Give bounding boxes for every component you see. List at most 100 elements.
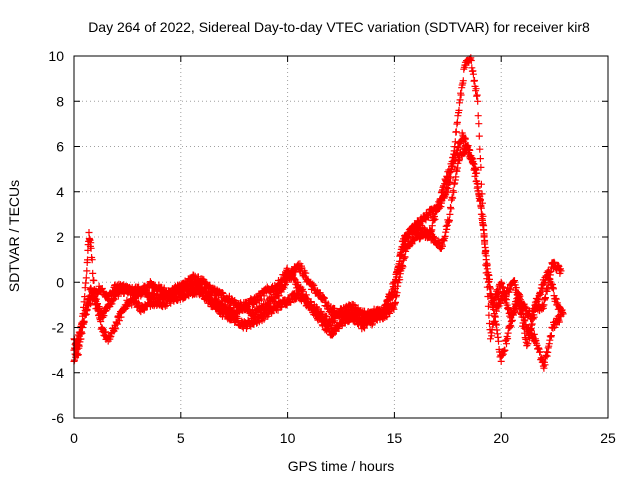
data-point — [444, 173, 452, 180]
data-point — [452, 173, 460, 181]
data-point — [515, 301, 523, 309]
data-point — [80, 318, 88, 326]
data-point — [320, 294, 328, 302]
data-point — [503, 340, 510, 348]
y-tick-label: 0 — [56, 274, 64, 290]
data-point — [317, 308, 325, 315]
data-point — [469, 160, 477, 168]
data-point — [302, 269, 310, 277]
data-point — [443, 188, 451, 196]
data-point — [471, 77, 478, 84]
data-point — [457, 91, 465, 99]
data-point — [472, 169, 480, 177]
data-point — [495, 337, 502, 345]
data-point — [85, 229, 93, 236]
data-point — [447, 168, 454, 176]
tick-labels: 0 5 10 15 20 25 -6 -4 -2 0 2 4 6 8 10 — [48, 48, 616, 446]
data-point — [524, 340, 532, 348]
x-tick-label: 20 — [493, 430, 509, 446]
data-point — [531, 338, 539, 346]
data-point — [75, 336, 83, 343]
data-point — [346, 308, 353, 316]
data-point — [455, 106, 463, 114]
data-point — [518, 313, 526, 321]
data-point — [112, 325, 120, 333]
data-point — [499, 284, 507, 291]
data-point — [543, 287, 551, 295]
data-point — [437, 195, 445, 203]
data-point — [528, 321, 536, 329]
data-point — [477, 204, 485, 212]
data-point — [488, 332, 496, 340]
data-point — [82, 274, 90, 282]
x-tick-label: 15 — [387, 430, 403, 446]
data-points — [70, 54, 567, 372]
x-tick-label: 5 — [177, 430, 185, 446]
data-point — [467, 57, 475, 64]
y-tick-label: 6 — [56, 139, 64, 155]
data-point — [97, 318, 105, 325]
data-point — [83, 267, 91, 275]
axis-ticks — [73, 55, 609, 419]
data-point — [471, 164, 478, 172]
data-point — [501, 346, 509, 354]
data-point — [546, 271, 554, 279]
data-point — [461, 135, 469, 143]
data-point — [81, 293, 89, 301]
data-point — [389, 292, 397, 300]
data-point — [473, 91, 481, 99]
x-axis-label: GPS time / hours — [288, 458, 395, 474]
data-point — [557, 267, 565, 275]
data-point — [536, 348, 544, 356]
data-point — [439, 242, 446, 250]
y-axis-label: SDTVAR / TECUs — [6, 180, 22, 292]
data-point — [299, 288, 307, 296]
data-point — [485, 311, 493, 319]
data-point — [465, 146, 473, 154]
data-point — [540, 364, 548, 372]
data-point — [475, 120, 483, 128]
data-point — [472, 85, 480, 93]
data-point — [537, 290, 545, 298]
data-point — [530, 330, 538, 338]
data-point — [475, 132, 483, 140]
data-point — [528, 320, 536, 328]
y-tick-label: -6 — [52, 410, 65, 426]
grid-lines — [74, 56, 608, 418]
data-point — [87, 300, 95, 308]
y-tick-label: 10 — [48, 48, 64, 64]
data-point — [530, 313, 538, 321]
data-point — [161, 302, 169, 310]
data-point — [115, 317, 123, 325]
data-point — [476, 196, 484, 204]
y-tick-label: -4 — [52, 365, 65, 381]
data-point — [477, 163, 485, 171]
data-point — [208, 291, 216, 299]
data-point — [541, 361, 549, 369]
data-point — [474, 112, 482, 120]
data-point — [449, 194, 457, 202]
data-point — [444, 185, 452, 193]
data-point — [482, 247, 490, 254]
data-point — [431, 215, 439, 223]
data-point — [495, 289, 502, 297]
data-point — [163, 301, 171, 309]
data-point — [77, 330, 85, 338]
data-point — [492, 294, 500, 302]
data-point — [450, 188, 458, 196]
data-point — [327, 322, 335, 329]
data-point — [500, 288, 508, 296]
x-tick-label: 0 — [70, 430, 78, 446]
data-point — [396, 257, 404, 265]
y-tick-label: 4 — [56, 184, 64, 200]
x-tick-label: 10 — [280, 430, 296, 446]
data-point — [445, 216, 453, 224]
data-point — [385, 300, 392, 308]
y-tick-label: -2 — [52, 320, 65, 336]
data-point — [474, 97, 482, 105]
data-point — [474, 180, 482, 188]
data-point — [392, 285, 399, 292]
data-point — [446, 210, 454, 218]
data-point — [87, 244, 95, 252]
y-tick-label: 2 — [56, 229, 64, 245]
